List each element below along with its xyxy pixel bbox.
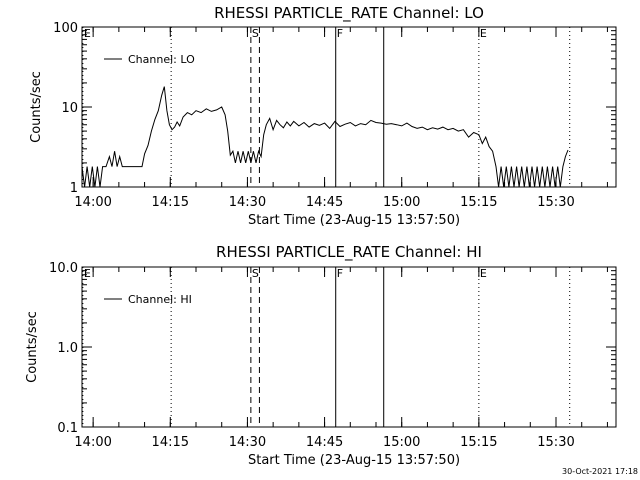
y-tick-label: 1 — [70, 181, 78, 196]
event-marker-label: E — [480, 267, 487, 280]
x-tick-label: 15:15 — [460, 195, 497, 210]
event-marker-label: E — [480, 27, 487, 40]
x-tick-label: 14:15 — [152, 435, 189, 450]
x-tick-label: 14:00 — [74, 195, 111, 210]
x-axis-label: Start Time (23-Aug-15 13:57:50) — [248, 213, 460, 228]
plot-frame — [81, 26, 617, 188]
plot-frame — [81, 266, 617, 428]
y-tick-label: 10 — [61, 101, 78, 116]
event-marker-label: E — [84, 267, 91, 280]
y-tick-label: 10.0 — [49, 261, 78, 276]
event-marker-label: S — [252, 27, 259, 40]
hi-channel-panel: RHESSI PARTICLE_RATE Channel: HI Counts/s… — [25, 243, 617, 468]
legend-label: Channel: LO — [128, 53, 195, 66]
x-tick-label: 14:45 — [306, 435, 343, 450]
x-tick-label: 15:30 — [537, 435, 574, 450]
chart-title: RHESSI PARTICLE_RATE Channel: HI — [216, 243, 482, 262]
y-tick-label: 1.0 — [57, 341, 78, 356]
chart-title: RHESSI PARTICLE_RATE Channel: LO — [214, 4, 484, 23]
event-marker-label: F — [337, 267, 343, 280]
legend-label: Channel: HI — [128, 293, 192, 306]
x-axis-label: Start Time (23-Aug-15 13:57:50) — [248, 453, 460, 468]
y-axis-label: Counts/sec — [25, 311, 40, 383]
x-tick-label: 15:15 — [460, 435, 497, 450]
x-tick-label: 15:00 — [383, 195, 420, 210]
y-axis-label: Counts/sec — [29, 71, 44, 143]
x-tick-label: 14:00 — [74, 435, 111, 450]
x-tick-label: 14:45 — [306, 195, 343, 210]
x-tick-label: 14:15 — [152, 195, 189, 210]
event-marker-label: E — [84, 27, 91, 40]
lo-channel-panel: RHESSI PARTICLE_RATE Channel: LO Counts/s… — [29, 4, 617, 228]
x-tick-label: 15:30 — [537, 195, 574, 210]
y-tick-label: 0.1 — [57, 421, 78, 436]
event-marker-label: F — [337, 27, 343, 40]
x-tick-label: 15:00 — [383, 435, 420, 450]
x-tick-label: 14:30 — [229, 195, 266, 210]
y-tick-label: 100 — [53, 21, 78, 36]
series-line-channel — [81, 86, 569, 188]
generated-timestamp: 30-Oct-2021 17:18 — [562, 467, 638, 476]
event-marker-label: S — [252, 267, 259, 280]
x-tick-label: 14:30 — [229, 435, 266, 450]
